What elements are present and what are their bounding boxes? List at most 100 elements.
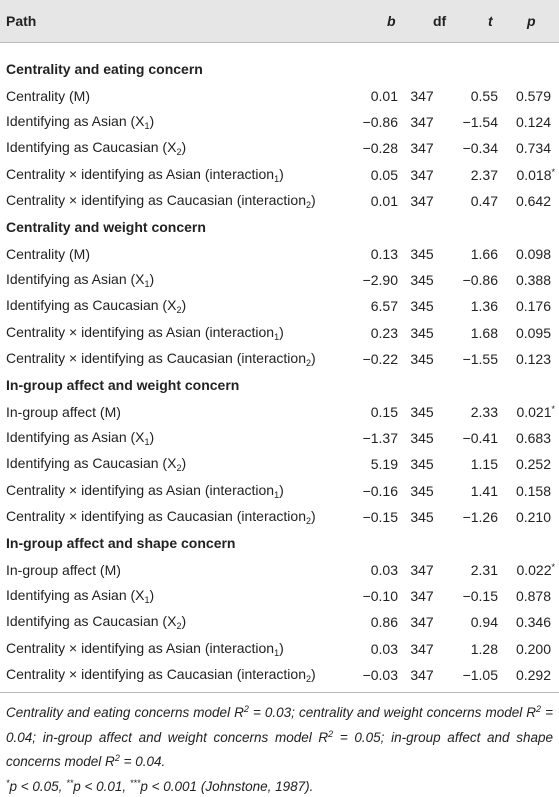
note-text: = 0.04; in-group affect and weight conce… [6, 705, 553, 745]
b-cell: 0.01 [370, 192, 398, 209]
note-text: = 0.05; in-group affect and shape concer… [6, 729, 553, 770]
section-title: In-group affect and shape concern [6, 535, 236, 552]
p-marker: * [551, 166, 556, 177]
p-cell: 0.388 [500, 267, 559, 293]
df-cell: 345 [410, 482, 434, 499]
data-row: Centrality × identifying as Caucasian (i… [0, 188, 559, 214]
data-row: Identifying as Caucasian (X2) −0.28 347 −0.… [0, 135, 559, 161]
path-subscript: 1 [144, 278, 150, 289]
b-cell: 0.15 [370, 403, 398, 420]
b-cell: 0.13 [370, 245, 398, 262]
path-cell: Identifying as Asian (X1) [0, 267, 360, 293]
b-cell: −0.03 [362, 667, 398, 684]
data-row: Centrality × identifying as Caucasian (i… [0, 504, 559, 530]
path-cell: Centrality × identifying as Caucasian (i… [0, 662, 360, 688]
path-cell: Identifying as Asian (X1) [0, 583, 360, 609]
p-cell: 0.124 [500, 109, 559, 135]
path-text: In-group affect (M) [6, 561, 121, 578]
p-value: 0.022 [516, 561, 552, 578]
path-tail: ) [311, 191, 316, 208]
data-row: Identifying as Caucasian (X2) 5.19 345 1.15… [0, 451, 559, 477]
b-cell: −0.28 [362, 140, 398, 157]
p-value: 0.123 [515, 350, 552, 367]
t-cell: 2.31 [470, 561, 498, 578]
b-cell: 5.19 [370, 456, 398, 473]
path-tail: ) [279, 639, 284, 656]
p-cell: 0.022* [500, 557, 559, 583]
df-cell: 347 [410, 166, 434, 183]
note-text: = 0.03; centrality and weight concerns m… [248, 705, 537, 721]
t-cell: −1.05 [462, 667, 498, 684]
path-tail: ) [311, 666, 316, 683]
p-cell: 0.095 [500, 319, 559, 345]
path-cell: In-group affect (M) [0, 557, 360, 583]
path-text: Identifying as Asian (X [6, 270, 145, 287]
t-cell: −1.55 [462, 350, 498, 367]
p-marker: * [551, 403, 556, 414]
data-row: Identifying as Asian (X1) −2.90 345 −0.86 0.… [0, 267, 559, 293]
p-cell: 0.200 [500, 636, 559, 662]
path-tail: ) [279, 165, 284, 182]
path-subscript: 1 [274, 647, 280, 658]
df-cell: 347 [410, 113, 434, 130]
path-tail: ) [311, 508, 316, 525]
path-subscript: 2 [306, 516, 312, 527]
df-cell: 345 [410, 324, 434, 341]
t-cell: 1.28 [470, 640, 498, 657]
df-cell: 345 [410, 509, 434, 526]
path-text: Centrality × identifying as Caucasian (i… [6, 666, 306, 683]
t-cell: 2.37 [470, 166, 498, 183]
t-cell: −1.54 [462, 113, 498, 130]
path-tail: ) [279, 481, 284, 498]
data-row: Centrality × identifying as Asian (inter… [0, 161, 559, 187]
t-cell: −0.41 [462, 429, 498, 446]
p-value: 0.878 [515, 588, 552, 605]
path-subscript: 2 [176, 147, 182, 158]
data-row: Centrality × identifying as Asian (inter… [0, 319, 559, 345]
b-cell: 0.23 [370, 324, 398, 341]
df-cell: 345 [410, 456, 434, 473]
path-cell: Centrality (M) [0, 82, 360, 108]
path-cell: Centrality × identifying as Caucasian (i… [0, 188, 360, 214]
data-row: Identifying as Asian (X1) −1.37 345 −0.41 0.… [0, 425, 559, 451]
path-tail: ) [181, 139, 187, 156]
path-text: Centrality × identifying as Asian (inter… [6, 639, 275, 656]
path-text: Identifying as Caucasian (X [6, 139, 177, 156]
p-value: 0.021 [516, 403, 552, 420]
p-value: 0.734 [515, 140, 552, 157]
b-cell: −0.22 [362, 350, 398, 367]
p-cell: 0.292 [500, 662, 559, 688]
t-cell: 0.55 [470, 87, 498, 104]
path-text: Centrality × identifying as Asian (inter… [6, 323, 275, 340]
p-cell: 0.252 [500, 451, 559, 477]
path-subscript: 2 [306, 357, 312, 368]
path-tail: ) [181, 613, 187, 630]
results-table: Centrality and eating concern Centrality … [0, 56, 559, 688]
b-cell: 0.03 [370, 561, 398, 578]
section-row: Centrality and eating concern [0, 56, 559, 82]
note-text: = 0.04. [119, 754, 166, 770]
section-title: Centrality and eating concern [6, 61, 203, 78]
p-cell: 0.683 [500, 425, 559, 451]
path-subscript: 2 [306, 199, 312, 210]
b-cell: 0.86 [370, 614, 398, 631]
p-value: 0.176 [515, 298, 552, 315]
t-cell: 1.68 [470, 324, 498, 341]
t-cell: 1.15 [470, 456, 498, 473]
data-row: Centrality (M) 0.13 345 1.66 0.098 [0, 240, 559, 266]
p-value: 0.683 [515, 429, 552, 446]
header-path: Path [6, 13, 37, 29]
path-cell: Centrality × identifying as Caucasian (i… [0, 346, 360, 372]
p-cell: 0.210 [500, 504, 559, 530]
path-tail: ) [181, 455, 187, 472]
p-value: 0.098 [515, 245, 552, 262]
p-value: 0.095 [515, 324, 552, 341]
data-row: Centrality × identifying as Caucasian (i… [0, 662, 559, 688]
table-header: Path b df t p [0, 0, 559, 43]
p-value: 0.642 [515, 192, 552, 209]
path-tail: ) [181, 297, 187, 314]
section-title: In-group affect and weight concern [6, 377, 240, 394]
b-cell: −2.90 [362, 271, 398, 288]
section-row: Centrality and weight concern [0, 214, 559, 240]
